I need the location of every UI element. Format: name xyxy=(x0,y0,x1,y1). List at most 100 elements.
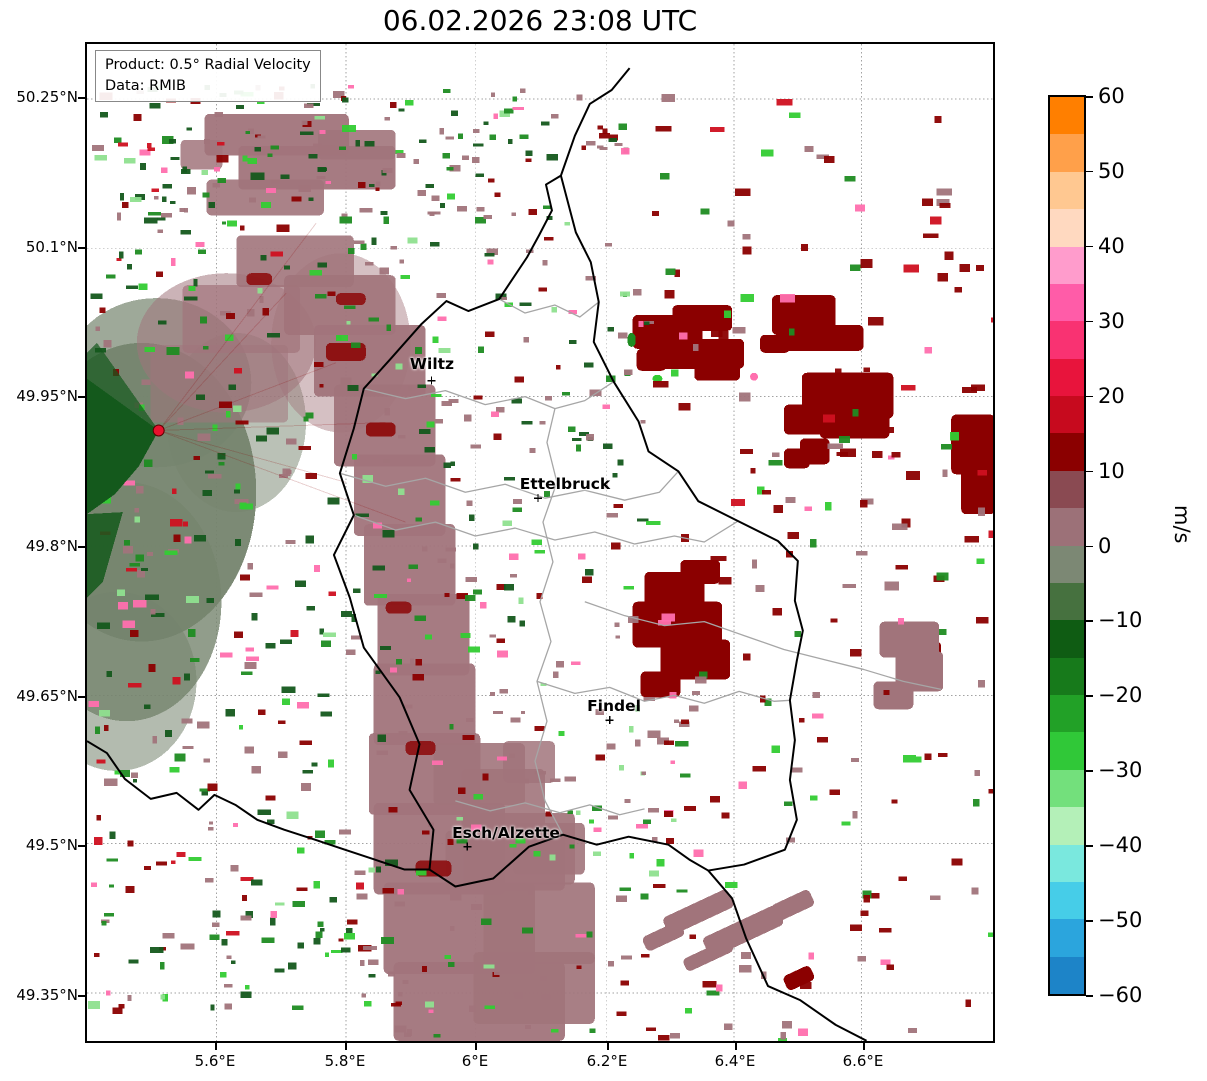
velocity-pixel xyxy=(406,578,411,582)
velocity-pixel xyxy=(153,196,159,200)
velocity-pixel xyxy=(496,406,505,413)
velocity-pixel xyxy=(259,296,264,304)
velocity-pixel xyxy=(509,573,517,578)
velocity-patch xyxy=(206,179,324,216)
velocity-pixel xyxy=(317,693,330,698)
velocity-pixel xyxy=(787,531,800,540)
velocity-pixel xyxy=(497,756,508,761)
velocity-pixel xyxy=(92,144,104,151)
colorbar-tick-mark xyxy=(1086,995,1093,997)
velocity-pixel xyxy=(543,205,551,210)
velocity-pixel xyxy=(303,103,314,108)
velocity-patch xyxy=(461,769,545,831)
velocity-pixel xyxy=(759,695,766,703)
velocity-patch xyxy=(405,741,436,756)
velocity-pixel xyxy=(965,999,972,1007)
velocity-pixel xyxy=(407,237,418,244)
velocity-pixel xyxy=(355,882,365,890)
velocity-pixel xyxy=(852,810,858,819)
velocity-pixel xyxy=(305,472,317,479)
velocity-pixel xyxy=(852,409,859,417)
district-border xyxy=(534,408,564,836)
velocity-pixel xyxy=(607,326,615,332)
velocity-pixel xyxy=(674,269,681,277)
velocity-pixel xyxy=(168,139,176,144)
velocity-pixel xyxy=(974,769,981,776)
velocity-pixel xyxy=(398,108,405,112)
velocity-pixel xyxy=(122,201,129,209)
velocity-pixel xyxy=(398,731,408,736)
colorbar-tick-mark xyxy=(1086,96,1093,98)
velocity-pixel xyxy=(188,629,196,637)
colorbar-segment xyxy=(1050,844,1084,882)
velocity-pixel xyxy=(788,328,795,336)
velocity-pixel xyxy=(538,287,547,292)
velocity-patch xyxy=(951,414,993,475)
velocity-pixel xyxy=(343,932,355,940)
velocity-pixel xyxy=(929,216,942,225)
colorbar-segment xyxy=(1050,545,1084,583)
velocity-patch xyxy=(819,414,890,439)
velocity-pixel xyxy=(519,620,526,627)
velocity-pixel xyxy=(257,809,271,815)
velocity-pixel xyxy=(475,217,487,224)
velocity-pixel xyxy=(123,157,136,164)
velocity-pixel xyxy=(226,312,236,319)
velocity-pixel xyxy=(652,381,669,388)
district-border xyxy=(353,514,739,545)
velocity-pixel xyxy=(265,795,276,801)
velocity-pixel xyxy=(546,154,559,161)
colorbar-segment xyxy=(1050,134,1084,172)
velocity-pixel xyxy=(568,340,577,345)
x-tick-mark xyxy=(345,1043,347,1050)
velocity-patch xyxy=(483,882,595,965)
velocity-pixel xyxy=(425,1001,435,1008)
velocity-pixel xyxy=(458,787,466,794)
velocity-pixel xyxy=(602,443,613,450)
velocity-pixel xyxy=(133,114,142,121)
velocity-pixel xyxy=(124,539,130,546)
velocity-pixel xyxy=(118,1004,125,1009)
velocity-pixel xyxy=(204,470,215,474)
velocity-pixel xyxy=(240,877,254,881)
velocity-pixel xyxy=(575,934,587,938)
velocity-pixel xyxy=(666,838,674,845)
colorbar-segment xyxy=(1050,807,1084,845)
velocity-pixel xyxy=(521,927,533,934)
velocity-pixel xyxy=(408,564,419,570)
velocity-pixel xyxy=(472,589,483,595)
velocity-pixel xyxy=(637,518,649,522)
velocity-pixel xyxy=(698,671,708,679)
velocity-pixel xyxy=(306,605,315,611)
velocity-pixel xyxy=(125,285,139,290)
velocity-pixel xyxy=(330,949,343,953)
velocity-pixel xyxy=(202,192,210,198)
velocity-pixel xyxy=(464,595,476,602)
velocity-patch xyxy=(385,601,412,614)
velocity-pixel xyxy=(523,337,530,343)
velocity-pixel xyxy=(768,460,783,466)
velocity-pixel xyxy=(841,821,851,826)
velocity-pixel xyxy=(859,499,868,508)
velocity-patch xyxy=(377,593,470,676)
velocity-patch xyxy=(680,559,721,584)
velocity-pixel xyxy=(354,240,365,244)
velocity-pixel xyxy=(390,667,397,673)
velocity-patch xyxy=(335,293,366,306)
district-border xyxy=(498,298,600,318)
colorbar-tick-label: −20 xyxy=(1098,683,1143,708)
velocity-patch xyxy=(663,889,734,935)
velocity-pixel xyxy=(93,952,100,957)
velocity-pixel xyxy=(148,664,156,673)
velocity-pixel xyxy=(851,757,860,762)
velocity-pixel xyxy=(339,829,351,835)
velocity-pixel xyxy=(564,776,577,782)
velocity-pixel xyxy=(425,183,435,189)
velocity-pixel xyxy=(251,612,258,621)
velocity-pixel xyxy=(379,267,390,275)
velocity-pixel xyxy=(440,202,446,208)
velocity-pixel xyxy=(540,682,547,687)
velocity-pixel xyxy=(315,931,323,939)
velocity-pixel xyxy=(333,91,345,98)
velocity-pixel xyxy=(584,362,594,368)
